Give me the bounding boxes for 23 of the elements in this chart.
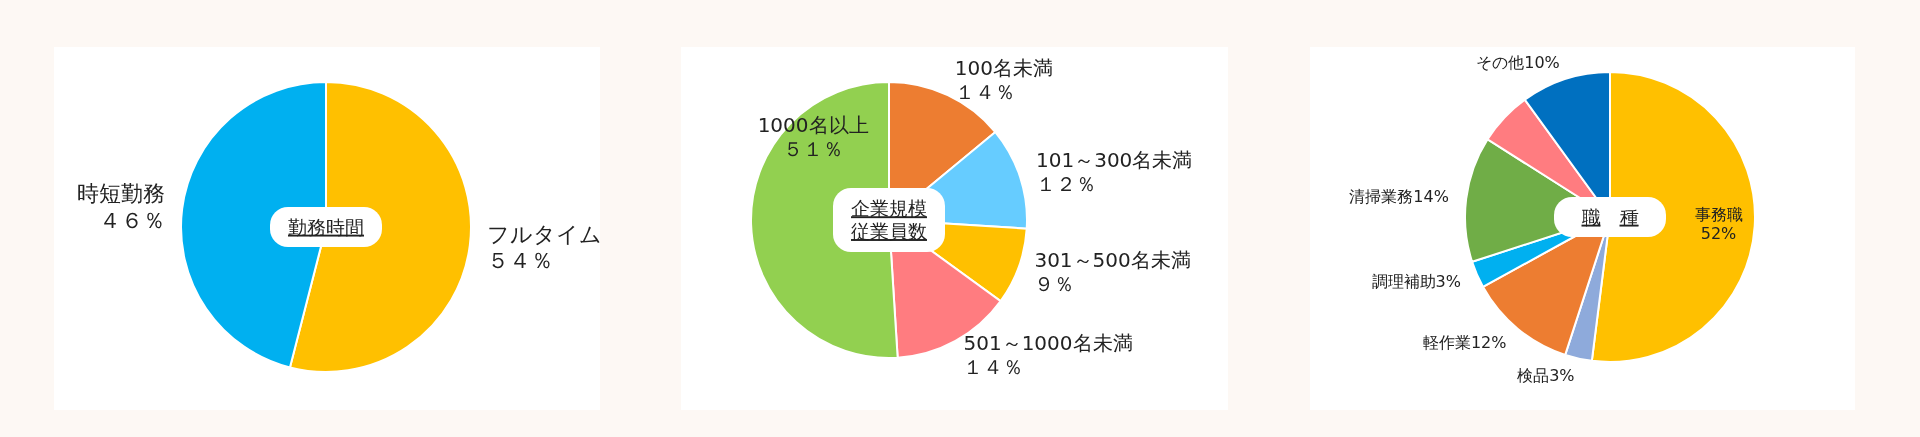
data-label: ５４％ <box>487 248 554 274</box>
slice-label: 101～300名未満 <box>1036 148 1193 173</box>
slice-label: その他10% <box>1476 53 1560 73</box>
slice-label: 軽作業12% <box>1422 332 1507 352</box>
slice-label: 検品3% <box>1517 366 1575 386</box>
slice-label: フルタイム <box>487 221 603 247</box>
slice-label: 301～500名未満 <box>1034 248 1191 273</box>
text: 職 種 <box>1581 205 1639 228</box>
slice-label: 501～1000名未満 <box>963 331 1133 356</box>
data-label: １４％ <box>963 355 1024 380</box>
data-label: ９％ <box>1034 272 1075 297</box>
slice-label: 事務職 <box>1694 204 1743 224</box>
data-label: 52% <box>1700 224 1737 244</box>
data-label: ４６％ <box>98 207 165 233</box>
data-label: ５１％ <box>783 137 844 162</box>
text: 勤務時間 <box>288 215 364 238</box>
text: 企業規模従業員数 <box>851 197 927 243</box>
slice-label: 時短勤務 <box>76 181 165 207</box>
slice-label: 清掃業務14% <box>1349 187 1449 207</box>
data-label: １４％ <box>954 80 1015 105</box>
slice-label: 100名未満 <box>954 56 1053 81</box>
slice-label: 調理補助3% <box>1371 272 1461 292</box>
data-label: １２％ <box>1036 172 1096 197</box>
